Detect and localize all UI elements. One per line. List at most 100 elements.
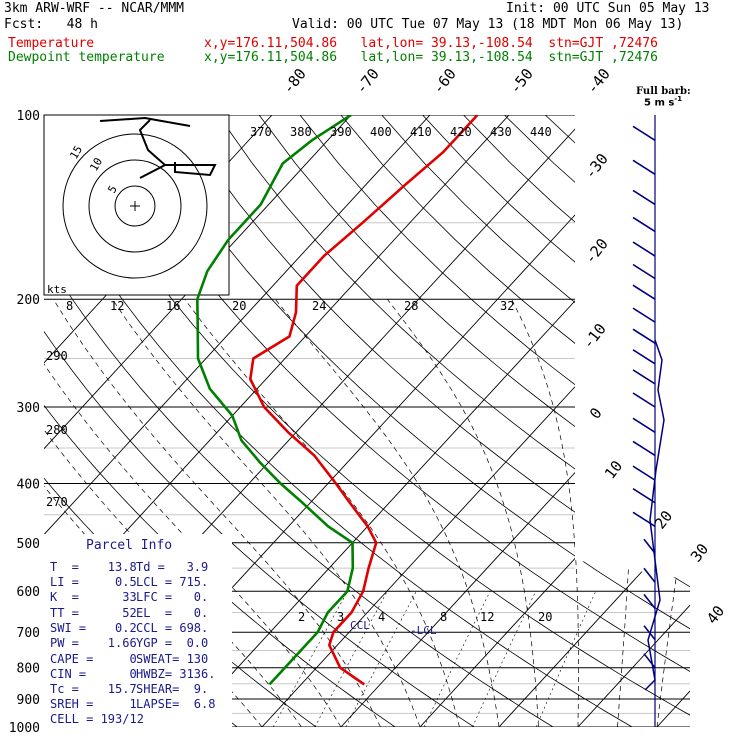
wind-barb xyxy=(632,241,656,257)
isotherm-line xyxy=(498,115,690,727)
pressure-tick-label: 900 xyxy=(17,693,40,708)
theta-label: 410 xyxy=(410,125,432,139)
moist-adiabat-line xyxy=(53,299,381,727)
temperature-tick-label: -20 xyxy=(581,235,612,267)
dry-adiabat-line xyxy=(667,115,690,727)
temperature-tick-label: 0 xyxy=(586,404,606,422)
parcel-info-title: Parcel Info xyxy=(86,538,173,553)
mixing-ratio-line xyxy=(314,591,388,727)
wind-barb xyxy=(632,349,656,365)
parcel-row: CCL = 698. xyxy=(136,621,209,635)
lcl-marker-label: -LCL xyxy=(410,624,437,637)
theta-label: 280 xyxy=(46,423,68,437)
dewpoint-location: x,y=176.11,504.86 lat,lon= 39.13,-108.54… xyxy=(204,50,658,65)
parcel-row: CAPE = 0 xyxy=(50,652,137,666)
mixing-ratio-label: 12 xyxy=(110,299,124,313)
theta-label: 430 xyxy=(490,125,512,139)
mixing-ratio-label: 20 xyxy=(538,610,552,624)
mixing-ratio-line xyxy=(423,591,491,727)
parcel-row: CIN = 0 xyxy=(50,667,137,681)
moist-adiabat-line xyxy=(617,299,633,727)
hodograph-ring xyxy=(114,185,156,227)
temperature-tick-label: -30 xyxy=(581,150,612,182)
wind-barb xyxy=(643,593,656,609)
parcel-info-panel: Parcel Info T = 13.8 Td = 3.9 LI = 0.5 L… xyxy=(44,534,232,730)
theta-label: 290 xyxy=(46,349,68,363)
isotherm-line xyxy=(44,115,352,727)
mixing-ratio-line xyxy=(345,591,417,727)
wind-barb xyxy=(632,284,656,300)
hodograph-ring xyxy=(62,133,208,279)
wind-barb xyxy=(632,417,656,434)
wind-barb xyxy=(632,488,656,504)
moist-adiabat-line xyxy=(44,299,342,727)
temperature-line xyxy=(248,115,479,686)
parcel-row: TT = 52 xyxy=(50,606,137,620)
theta-label: 390 xyxy=(330,125,352,139)
isotherm-line xyxy=(577,115,690,727)
mixing-ratio-label: 8 xyxy=(66,299,73,313)
hodograph-ring-label: 10 xyxy=(87,156,105,174)
wind-barb xyxy=(632,465,656,481)
wind-barb xyxy=(632,159,656,175)
isotherm-line xyxy=(340,115,690,727)
moist-adiabat-line xyxy=(387,298,539,727)
temperature-tick-label: 10 xyxy=(601,457,626,482)
pressure-tick-label: 100 xyxy=(17,109,40,124)
isotherm-line xyxy=(44,115,431,727)
mixing-ratio-label: 28 xyxy=(404,299,418,313)
parcel-row: SREH = 1 xyxy=(50,697,137,711)
dry-adiabat-line xyxy=(340,115,690,727)
parcel-row: LAPSE= 6.8 xyxy=(136,697,216,711)
barb-legend-value: 5 m s-1 xyxy=(644,95,683,109)
pressure-tick-label: 400 xyxy=(17,477,40,492)
temperature-tick-label: -70 xyxy=(352,65,383,97)
mixing-ratio-label: 4 xyxy=(378,610,385,624)
dry-adiabat-line xyxy=(44,115,554,727)
dry-adiabat-line xyxy=(504,115,690,727)
parcel-row: PW = 1.66 xyxy=(50,636,137,650)
wind-trace xyxy=(644,339,665,691)
theta-label: 440 xyxy=(530,125,552,139)
theta-label: 270 xyxy=(46,495,68,509)
parcel-row: LI = 0.5 xyxy=(50,575,137,589)
hodograph-ring xyxy=(88,159,182,253)
parcel-row: Tc = 15.7 xyxy=(50,682,137,696)
moist-adiabat-line xyxy=(656,299,690,727)
moist-adiabat-line xyxy=(511,299,579,727)
parcel-row: SWI = 0.2 xyxy=(50,621,137,635)
mixing-ratio-label: 2 xyxy=(298,610,305,624)
mixing-ratio-label: 32 xyxy=(500,299,514,313)
parcel-row: LFC = 0. xyxy=(136,590,209,604)
dry-adiabat-line xyxy=(136,115,690,727)
theta-label: 380 xyxy=(290,125,312,139)
dry-adiabat-line xyxy=(709,115,740,727)
pressure-tick-label: 800 xyxy=(17,662,40,677)
temperature-tick-label: -40 xyxy=(583,65,614,97)
wind-barb xyxy=(632,440,656,457)
dry-adiabat-line xyxy=(422,115,690,727)
parcel-row: LCL = 715. xyxy=(136,575,209,589)
dewpoint-legend: Dewpoint temperature xyxy=(8,50,165,65)
wind-barb xyxy=(632,189,656,206)
wind-barb xyxy=(632,216,656,233)
isotherm-line xyxy=(44,115,510,727)
theta-label: 420 xyxy=(450,125,472,139)
dry-adiabat-line xyxy=(545,115,690,727)
hodograph-trace xyxy=(99,116,217,179)
wind-barb xyxy=(643,653,656,669)
moist-adiabat-line xyxy=(44,299,302,727)
dry-adiabat-line xyxy=(258,115,690,727)
wind-barb xyxy=(632,263,656,280)
wind-barb xyxy=(643,567,656,583)
isotherm-line xyxy=(656,115,690,727)
temperature-tick-label: -10 xyxy=(579,320,610,352)
isotherm-line xyxy=(261,115,690,727)
wind-barb xyxy=(632,369,656,385)
dry-adiabat-line xyxy=(95,115,690,727)
parcel-row: CELL = 193/12 xyxy=(50,712,144,726)
isotherm-line xyxy=(419,115,690,727)
valid-time: Valid: 00 UTC Tue 07 May 13 (18 MDT Mon … xyxy=(292,17,684,32)
moist-adiabat-line xyxy=(274,298,500,727)
